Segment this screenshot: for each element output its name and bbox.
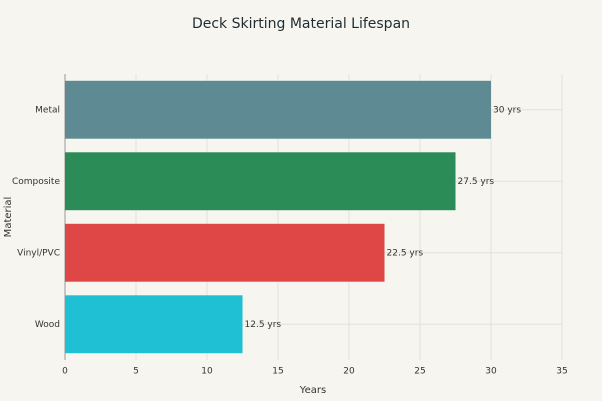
value-label: 22.5 yrs [387,248,424,258]
x-tick-label: 0 [62,367,68,377]
x-tick-label: 15 [272,367,283,377]
x-tick-label: 30 [485,367,497,377]
x-tick-label: 25 [414,367,425,377]
value-label: 12.5 yrs [245,320,282,330]
y-tick-label: Composite [12,177,60,187]
x-tick-label: 20 [343,367,355,377]
x-tick-label: 35 [556,367,567,377]
value-label: 27.5 yrs [458,177,495,187]
x-tick-label: 5 [133,367,139,377]
y-tick-label: Vinyl/PVC [17,248,60,258]
chart-title: Deck Skirting Material Lifespan [192,16,410,32]
bar [65,152,456,211]
value-label: 30 yrs [493,105,521,115]
bar [65,80,491,139]
y-axis-title: Material [3,197,14,238]
x-tick-label: 10 [201,367,213,377]
y-tick-label: Metal [35,105,60,115]
x-axis-title: Years [299,385,326,396]
y-tick-label: Wood [35,320,60,330]
bar [65,295,243,354]
bar [65,223,385,282]
